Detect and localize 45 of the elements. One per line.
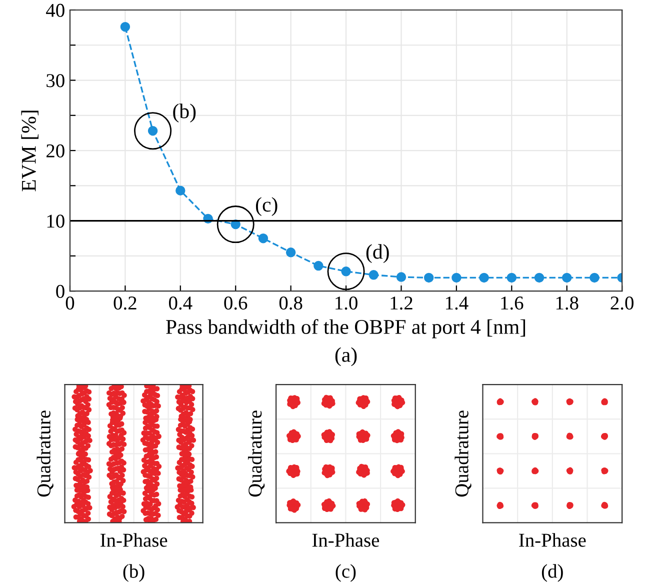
text: (b) [123,564,144,582]
x-tick-label: 1.0 [336,296,358,310]
point [590,272,600,283]
point [452,272,462,283]
y-tick-label: 20 [46,144,64,158]
point [368,270,378,280]
point [506,272,517,283]
point [424,272,434,283]
y-tick-label: 40 [46,4,64,17]
y-tick-label: 10 [47,214,64,228]
x-tick-label: 1.2 [390,296,412,310]
annotation: (c) [256,197,278,216]
y-tick-label: 30 [46,74,64,88]
text: Quadrature [248,410,265,497]
x-tick-label: 0.4 [168,296,192,310]
x-tick-label: 0.8 [279,296,302,310]
text: (d) [542,564,563,582]
text: In-Phase [100,533,168,547]
text: In-Phase [312,533,380,547]
point [534,272,544,283]
annotation: (b) [173,104,196,123]
x-tick-label: 2.0 [610,296,634,310]
x-tick-label: 0.6 [224,296,248,310]
point [396,272,406,282]
text: (c) [336,564,356,582]
point [258,234,268,244]
point [176,186,186,196]
y-axis-title: EVM [%] [21,110,38,192]
x-axis-title: Pass bandwidth of the OBPF at port 4 [nm] [166,319,526,338]
point [314,260,324,271]
x-tick-label: 1.6 [501,296,524,310]
x-tick-label: 1.4 [446,296,468,310]
text: In-Phase [519,533,586,547]
x-tick-label: 0 [66,296,74,310]
point [562,272,572,283]
x-tick-label: 1.8 [556,296,578,310]
point [120,22,130,32]
point [286,248,296,258]
y-tick-label: 0 [56,284,64,298]
x-tick-label: 0.2 [114,296,136,310]
text: (a) [335,347,357,366]
text: Quadrature [36,410,54,497]
point [479,272,489,283]
annotation: (d) [366,244,389,264]
text: Quadrature [454,410,472,497]
